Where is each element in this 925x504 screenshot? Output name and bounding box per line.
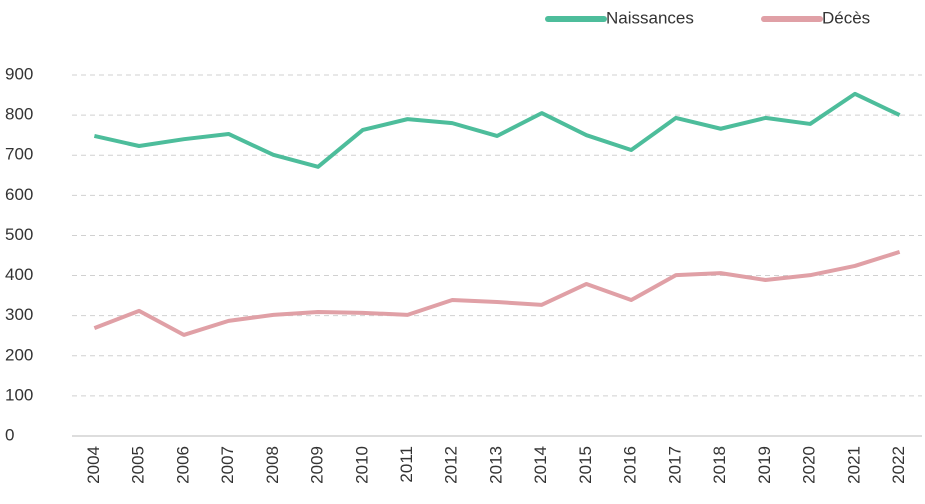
y-tick-label: 700 <box>5 145 33 164</box>
x-tick-label: 2012 <box>442 446 461 484</box>
x-tick-label: 2005 <box>129 446 148 484</box>
x-tick-label: 2007 <box>218 446 237 484</box>
y-tick-label: 500 <box>5 225 33 244</box>
x-tick-label: 2020 <box>800 446 819 484</box>
y-tick-label: 300 <box>5 305 33 324</box>
y-tick-label: 0 <box>5 425 14 444</box>
x-tick-label: 2008 <box>263 446 282 484</box>
series-line <box>93 91 901 169</box>
x-tick-label: 2016 <box>621 446 640 484</box>
x-tick-label: 2021 <box>844 446 863 484</box>
x-tick-label: 2014 <box>531 446 550 484</box>
y-tick-label: 100 <box>5 385 33 404</box>
x-tick-label: 2010 <box>352 446 371 484</box>
x-tick-label: 2015 <box>576 446 595 484</box>
x-tick-label: 2018 <box>710 446 729 484</box>
x-tick-label: 2011 <box>397 446 416 483</box>
y-tick-label: 900 <box>5 64 33 83</box>
x-tick-label: 2022 <box>889 446 908 484</box>
x-tick-label: 2017 <box>665 446 684 484</box>
y-tick-label: 800 <box>5 105 33 124</box>
y-tick-label: 200 <box>5 345 33 364</box>
x-tick-label: 2019 <box>755 446 774 484</box>
legend-label: Décès <box>822 8 870 27</box>
x-tick-label: 2004 <box>84 446 103 484</box>
x-tick-label: 2006 <box>173 446 192 484</box>
legend-label: Naissances <box>606 8 694 27</box>
series-line <box>93 249 901 337</box>
x-tick-label: 2013 <box>486 446 505 484</box>
x-tick-label: 2009 <box>308 446 327 484</box>
y-tick-label: 400 <box>5 265 33 284</box>
y-tick-label: 600 <box>5 185 33 204</box>
